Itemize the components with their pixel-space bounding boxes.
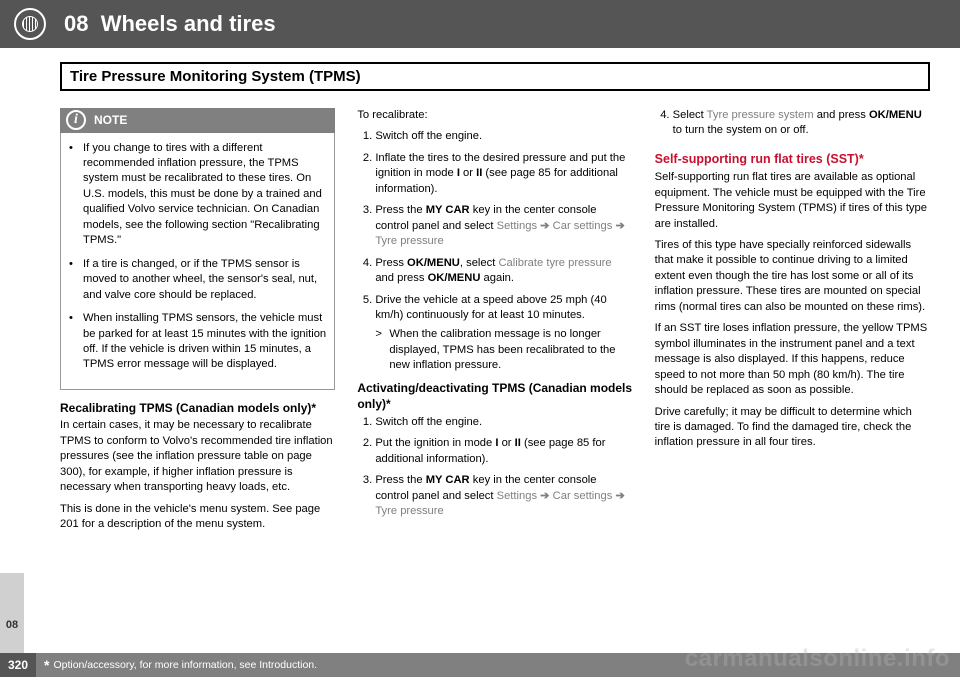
watermark: carmanualsonline.info [685, 645, 950, 673]
column-1: i NOTE If you change to tires with a dif… [60, 108, 335, 627]
recal-step-3: Press the MY CAR key in the center conso… [375, 203, 632, 249]
sst-p3: If an SST tire loses inflation pressure,… [655, 321, 930, 398]
recal-step-5-sub: When the calibration message is no longe… [375, 327, 632, 373]
act-step-1: Switch off the engine. [375, 415, 632, 430]
sst-heading: Self-supporting run flat tires (SST)* [655, 151, 930, 168]
sst-p4: Drive carefully; it may be difficult to … [655, 405, 930, 451]
note-item: If you change to tires with a different … [69, 141, 326, 249]
tire-icon-inner [22, 16, 38, 32]
column-3: Select Tyre pressure system and press OK… [655, 108, 930, 627]
info-icon: i [66, 110, 86, 130]
recal-step-5: Drive the vehicle at a speed above 25 mp… [375, 293, 632, 374]
header-bar: 08 Wheels and tires [0, 0, 960, 48]
footnote-text: Option/accessory, for more information, … [53, 659, 317, 671]
recalibrate-lead: To recalibrate: [357, 108, 632, 123]
sidebar-tab: 08 [0, 573, 24, 653]
activating-heading: Activating/deactivating TPMS (Canadian m… [357, 380, 632, 413]
note-body: If you change to tires with a different … [60, 133, 335, 390]
sst-p2: Tires of this type have specially reinfo… [655, 238, 930, 315]
recalibrating-p2: This is done in the vehicle's menu syste… [60, 502, 335, 533]
chapter-name: Wheels and tires [101, 11, 276, 36]
arrow-icon: ➔ [612, 490, 624, 502]
chapter-title: 08 Wheels and tires [64, 11, 276, 37]
note-item: When installing TPMS sensors, the vehicl… [69, 311, 326, 373]
page-number: 320 [0, 653, 36, 677]
act-step-2: Put the ignition in mode I or II (see pa… [375, 436, 632, 467]
tire-icon [14, 8, 46, 40]
arrow-icon: ➔ [537, 220, 553, 232]
act-step-3: Press the MY CAR key in the center conso… [375, 473, 632, 519]
section-title-box: Tire Pressure Monitoring System (TPMS) [60, 62, 930, 91]
recal-step-1: Switch off the engine. [375, 129, 632, 144]
recal-step-4: Press OK/MENU, select Calibrate tyre pre… [375, 256, 632, 287]
column-2: To recalibrate: Switch off the engine. I… [357, 108, 632, 627]
recalibrating-p1: In certain cases, it may be necessary to… [60, 418, 335, 495]
arrow-icon: ➔ [612, 220, 624, 232]
content-area: i NOTE If you change to tires with a dif… [60, 108, 930, 627]
note-header: i NOTE [60, 108, 335, 133]
recal-step-2: Inflate the tires to the desired pressur… [375, 151, 632, 197]
sidebar-num: 08 [6, 619, 18, 631]
sst-p1: Self-supporting run flat tires are avail… [655, 170, 930, 232]
footnote-star: * [44, 657, 49, 673]
act-step-4: Select Tyre pressure system and press OK… [673, 108, 930, 139]
note-item: If a tire is changed, or if the TPMS sen… [69, 257, 326, 303]
arrow-icon: ➔ [537, 490, 553, 502]
recalibrating-heading: Recalibrating TPMS (Canadian models only… [60, 400, 335, 417]
section-title: Tire Pressure Monitoring System (TPMS) [62, 64, 928, 89]
chapter-num: 08 [64, 11, 88, 36]
note-label: NOTE [94, 113, 127, 127]
